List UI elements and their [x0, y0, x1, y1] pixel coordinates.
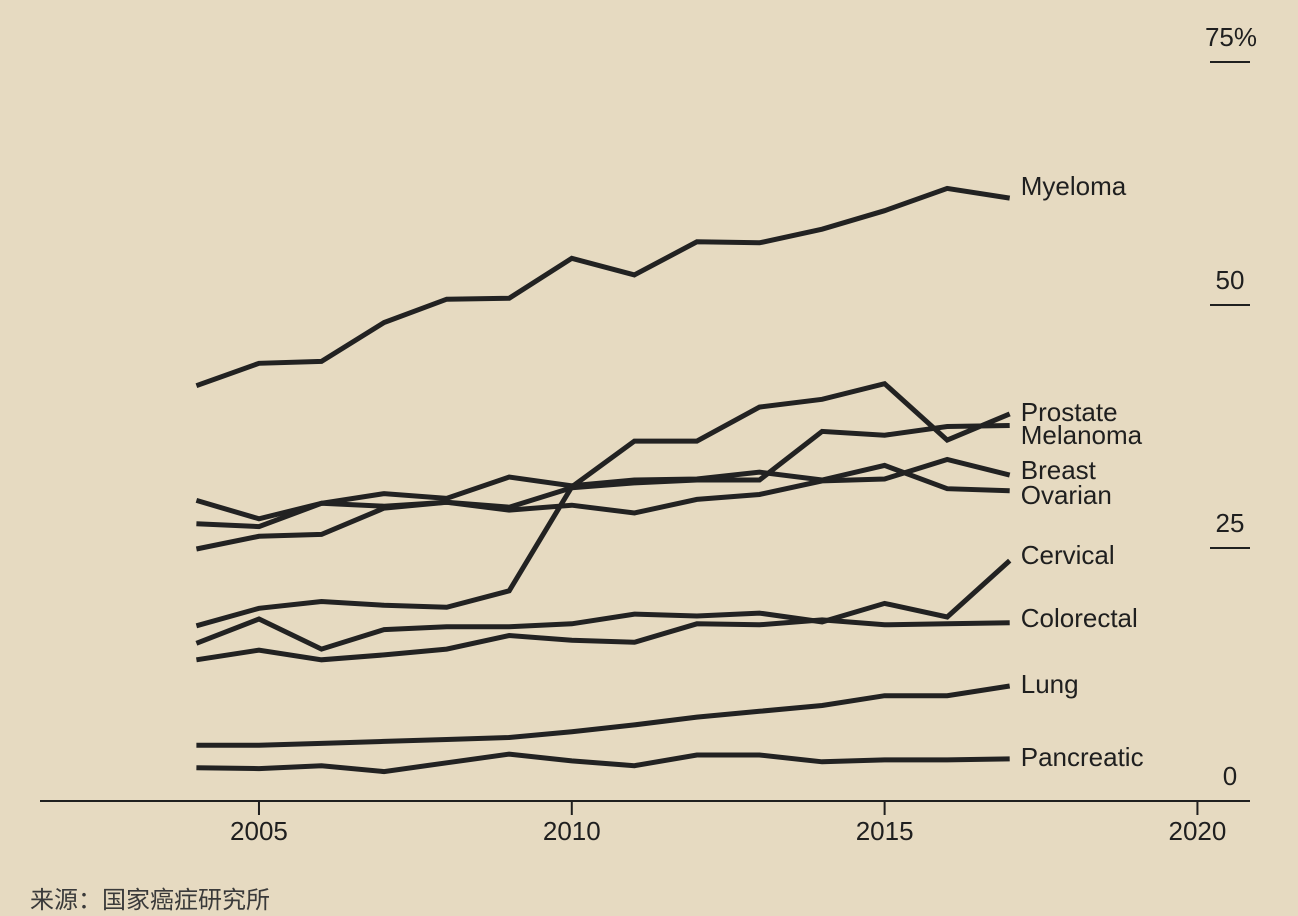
series-label-pancreatic: Pancreatic	[1021, 742, 1144, 772]
series-line-breast	[195, 462, 1010, 522]
series-lines	[195, 185, 1012, 775]
series-line-prostate	[195, 558, 1012, 652]
series-label-lung: Lung	[1021, 669, 1079, 699]
x-tick-label-2010: 2010	[543, 816, 601, 846]
series-label-prostate: Prostate	[1021, 397, 1118, 427]
y-tick-label-0: 0	[1223, 761, 1237, 791]
series-line-ovarian	[195, 456, 1011, 552]
series-label-breast: Breast	[1021, 455, 1097, 485]
y-axis: 0 25 50 75%	[1205, 22, 1257, 791]
series-line-cervical	[195, 380, 1011, 629]
x-tick-label-2005: 2005	[230, 816, 288, 846]
series-label-myeloma: Myeloma	[1021, 171, 1127, 201]
series-line-pancreatic	[196, 751, 1010, 775]
series-label-ovarian: Ovarian	[1021, 480, 1112, 510]
series-label-cervical: Cervical	[1021, 540, 1115, 570]
source-note: 来源：国家癌症研究所	[30, 886, 270, 914]
x-tick-label-2020: 2020	[1169, 816, 1227, 846]
series-label-melanoma: Melanoma	[1021, 420, 1143, 450]
series-label-colorectal: Colorectal	[1021, 603, 1138, 633]
series-line-lung	[196, 683, 1011, 748]
series-line-myeloma	[195, 185, 1011, 389]
y-tick-label-25: 25	[1216, 508, 1245, 538]
y-tick-label-75: 75%	[1205, 22, 1257, 52]
series-line-colorectal	[196, 617, 1010, 663]
x-axis: 2005 2010 2015 2020	[230, 801, 1226, 846]
y-tick-label-50: 50	[1216, 265, 1245, 295]
x-tick-label-2015: 2015	[856, 816, 914, 846]
